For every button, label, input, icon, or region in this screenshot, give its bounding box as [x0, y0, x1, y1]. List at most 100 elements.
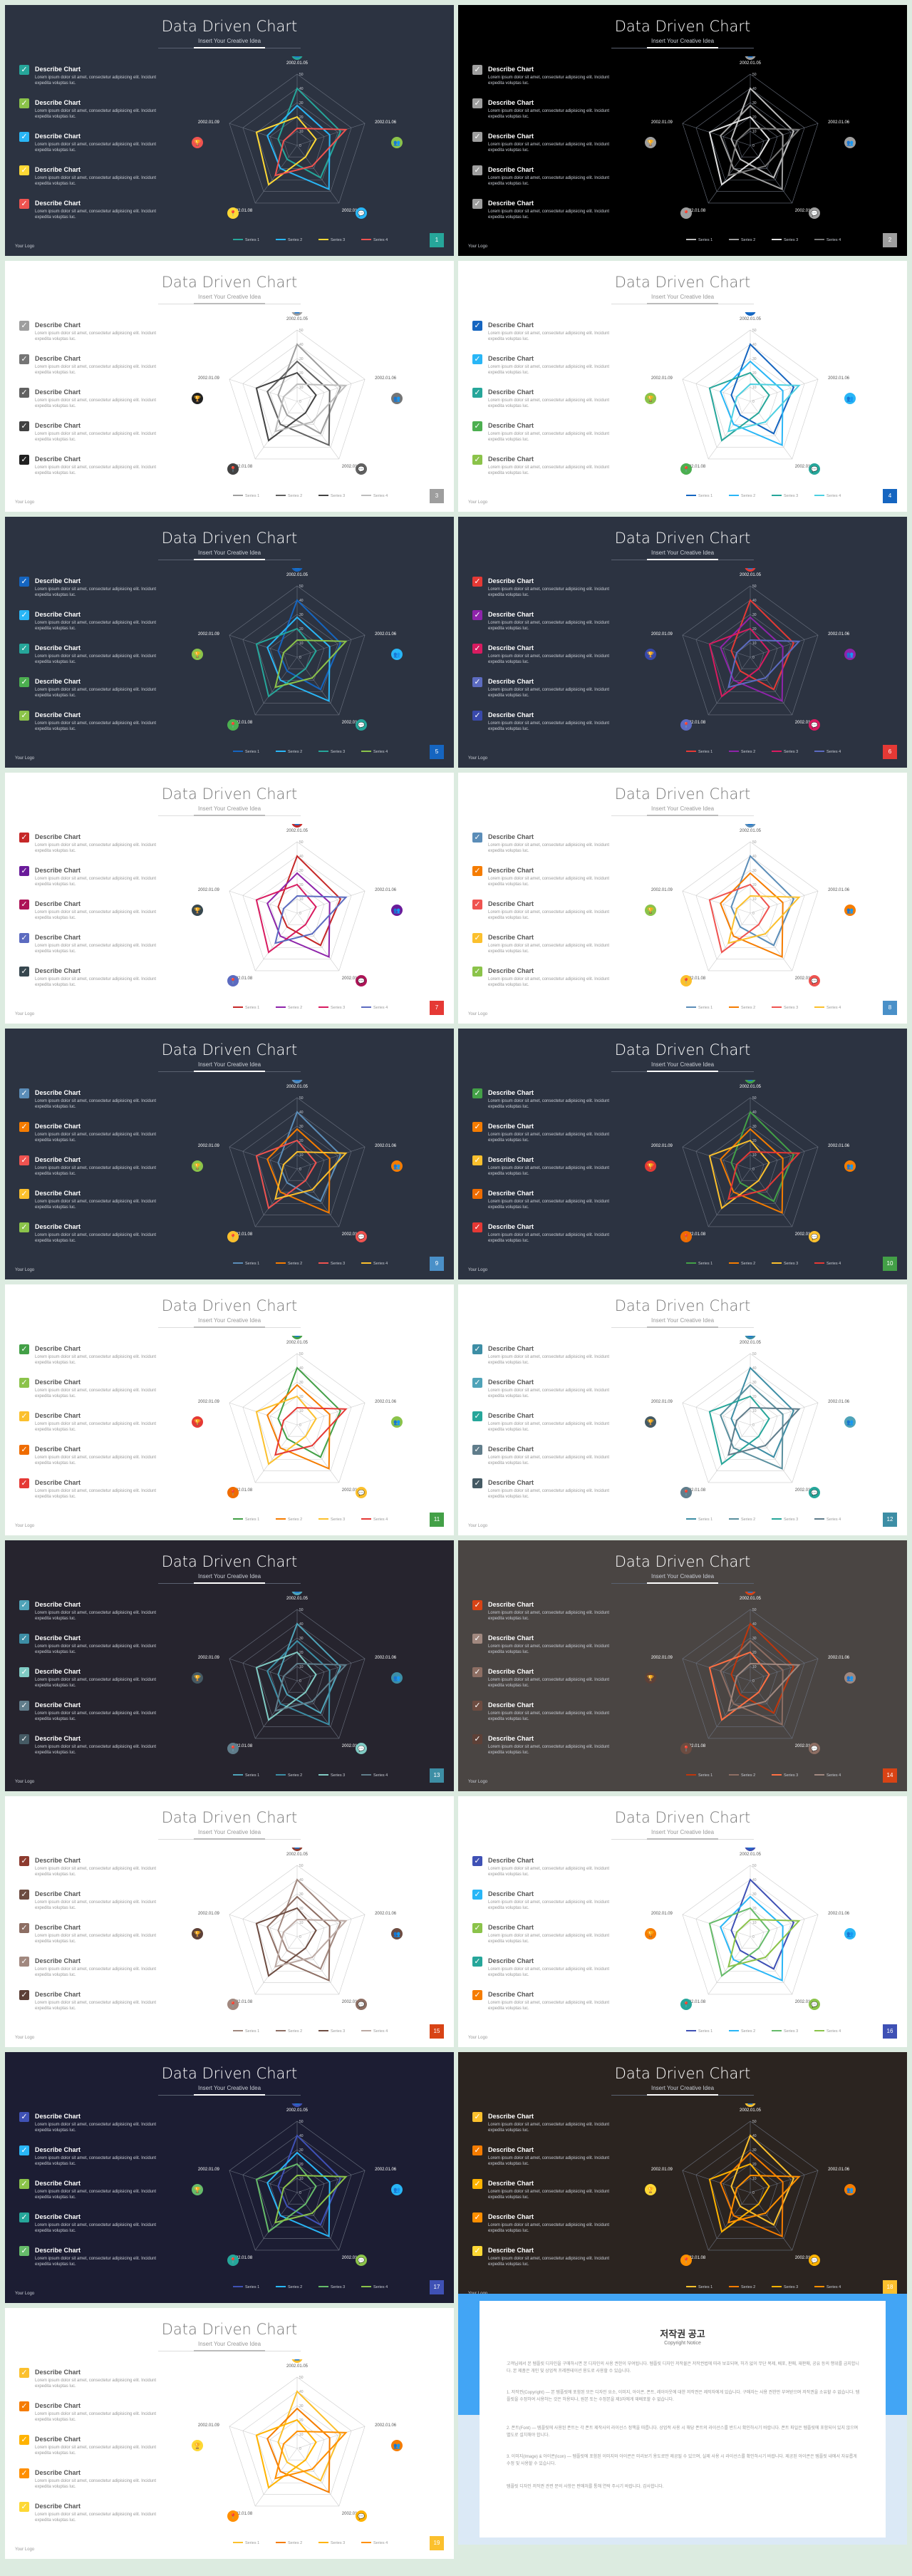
checkbox-icon[interactable]: ✓	[19, 98, 29, 108]
checkbox-icon[interactable]: ✓	[472, 354, 482, 364]
checkbox-icon[interactable]: ✓	[19, 1378, 29, 1388]
checkbox-icon[interactable]: ✓	[19, 1890, 29, 1900]
checkbox-icon[interactable]: ✓	[19, 711, 29, 721]
checkbox-icon[interactable]: ✓	[472, 677, 482, 687]
checkbox-icon[interactable]: ✓	[19, 2212, 29, 2222]
checkbox-icon[interactable]: ✓	[472, 1923, 482, 1933]
checkbox-icon[interactable]: ✓	[19, 1344, 29, 1354]
checkbox-icon[interactable]: ✓	[472, 1890, 482, 1900]
radar-spoke	[229, 378, 298, 402]
checkbox-icon[interactable]: ✓	[19, 2502, 29, 2512]
checkbox-icon[interactable]: ✓	[19, 1189, 29, 1199]
checkbox-icon[interactable]: ✓	[19, 1122, 29, 1132]
checkbox-icon[interactable]: ✓	[472, 644, 482, 654]
checkbox-icon[interactable]: ✓	[19, 610, 29, 620]
checkbox-icon[interactable]: ✓	[19, 2112, 29, 2122]
checkbox-icon[interactable]: ✓	[19, 321, 29, 331]
checkbox-icon[interactable]: ✓	[19, 1734, 29, 1744]
checkbox-icon[interactable]: ✓	[19, 421, 29, 431]
checkbox-icon[interactable]: ✓	[472, 1957, 482, 1967]
checkbox-icon[interactable]: ✓	[19, 354, 29, 364]
checkbox-icon[interactable]: ✓	[19, 455, 29, 465]
checkbox-icon[interactable]: ✓	[19, 1600, 29, 1610]
checkbox-icon[interactable]: ✓	[19, 2368, 29, 2378]
checkbox-icon[interactable]: ✓	[19, 833, 29, 843]
checkbox-icon[interactable]: ✓	[19, 1701, 29, 1711]
checkbox-icon[interactable]: ✓	[19, 866, 29, 876]
checkbox-icon[interactable]: ✓	[19, 1088, 29, 1098]
checkbox-icon[interactable]: ✓	[19, 1445, 29, 1455]
checkbox-icon[interactable]: ✓	[472, 455, 482, 465]
checkbox-icon[interactable]: ✓	[472, 711, 482, 721]
checkbox-icon[interactable]: ✓	[472, 1634, 482, 1644]
checkbox-icon[interactable]: ✓	[472, 1122, 482, 1132]
checkbox-icon[interactable]: ✓	[472, 610, 482, 620]
checkbox-icon[interactable]: ✓	[472, 132, 482, 142]
checkbox-icon[interactable]: ✓	[472, 577, 482, 587]
checkbox-icon[interactable]: ✓	[472, 1411, 482, 1421]
checkbox-icon[interactable]: ✓	[19, 1222, 29, 1232]
checkbox-icon[interactable]: ✓	[472, 866, 482, 876]
checkbox-icon[interactable]: ✓	[19, 1990, 29, 2000]
checkbox-icon[interactable]: ✓	[472, 1667, 482, 1677]
checkbox-icon[interactable]: ✓	[472, 1701, 482, 1711]
checkbox-icon[interactable]: ✓	[19, 2468, 29, 2478]
checkbox-icon[interactable]: ✓	[19, 577, 29, 587]
checkbox-icon[interactable]: ✓	[19, 967, 29, 977]
checkbox-icon[interactable]: ✓	[472, 933, 482, 943]
checkbox-icon[interactable]: ✓	[19, 1155, 29, 1165]
checkbox-icon[interactable]: ✓	[19, 1478, 29, 1488]
checkbox-icon[interactable]: ✓	[19, 388, 29, 398]
checkbox-icon[interactable]: ✓	[19, 644, 29, 654]
checkbox-icon[interactable]: ✓	[472, 1734, 482, 1744]
checkbox-icon[interactable]: ✓	[19, 1411, 29, 1421]
checkbox-icon[interactable]: ✓	[19, 1957, 29, 1967]
checkbox-icon[interactable]: ✓	[472, 1990, 482, 2000]
checkbox-icon[interactable]: ✓	[19, 65, 29, 75]
checkbox-icon[interactable]: ✓	[472, 1155, 482, 1165]
checkbox-icon[interactable]: ✓	[19, 677, 29, 687]
checkbox-icon[interactable]: ✓	[19, 1634, 29, 1644]
checkbox-icon[interactable]: ✓	[472, 1189, 482, 1199]
checkbox-icon[interactable]: ✓	[472, 2212, 482, 2222]
checkbox-icon[interactable]: ✓	[472, 388, 482, 398]
checkbox-icon[interactable]: ✓	[472, 1600, 482, 1610]
checkbox-icon[interactable]: ✓	[472, 165, 482, 175]
checkbox-icon[interactable]: ✓	[472, 2112, 482, 2122]
radar-gridline	[256, 1893, 338, 1972]
checkbox-icon[interactable]: ✓	[472, 967, 482, 977]
checkbox-icon[interactable]: ✓	[472, 833, 482, 843]
checkbox-icon[interactable]: ✓	[19, 2179, 29, 2189]
radar-gridline	[722, 2163, 778, 2216]
checkbox-icon[interactable]: ✓	[472, 1445, 482, 1455]
checkbox-icon[interactable]: ✓	[19, 933, 29, 943]
checkbox-icon[interactable]: ✓	[19, 132, 29, 142]
checkbox-icon[interactable]: ✓	[19, 1856, 29, 1866]
checkbox-icon[interactable]: ✓	[472, 65, 482, 75]
checkbox-icon[interactable]: ✓	[19, 199, 29, 209]
checkbox-icon[interactable]: ✓	[472, 2246, 482, 2256]
checkbox-icon[interactable]: ✓	[19, 2435, 29, 2445]
checkbox-icon[interactable]: ✓	[19, 900, 29, 910]
radar-series-line	[708, 1395, 770, 1465]
checkbox-icon[interactable]: ✓	[472, 321, 482, 331]
checkbox-icon[interactable]: ✓	[19, 2145, 29, 2155]
checkbox-icon[interactable]: ✓	[472, 199, 482, 209]
checkbox-icon[interactable]: ✓	[472, 1344, 482, 1354]
checkbox-icon[interactable]: ✓	[19, 1667, 29, 1677]
checkbox-icon[interactable]: ✓	[472, 1478, 482, 1488]
checkbox-icon[interactable]: ✓	[472, 2179, 482, 2189]
checkbox-icon[interactable]: ✓	[19, 165, 29, 175]
checkbox-icon[interactable]: ✓	[472, 1378, 482, 1388]
checkbox-icon[interactable]: ✓	[472, 2145, 482, 2155]
checkbox-icon[interactable]: ✓	[472, 98, 482, 108]
checkbox-icon[interactable]: ✓	[19, 2246, 29, 2256]
checkbox-icon[interactable]: ✓	[19, 1923, 29, 1933]
checkbox-icon[interactable]: ✓	[472, 421, 482, 431]
checkbox-icon[interactable]: ✓	[19, 2401, 29, 2411]
checkbox-icon[interactable]: ✓	[472, 900, 482, 910]
checkbox-icon[interactable]: ✓	[472, 1856, 482, 1866]
checkbox-icon[interactable]: ✓	[472, 1222, 482, 1232]
checkbox-icon[interactable]: ✓	[472, 1088, 482, 1098]
